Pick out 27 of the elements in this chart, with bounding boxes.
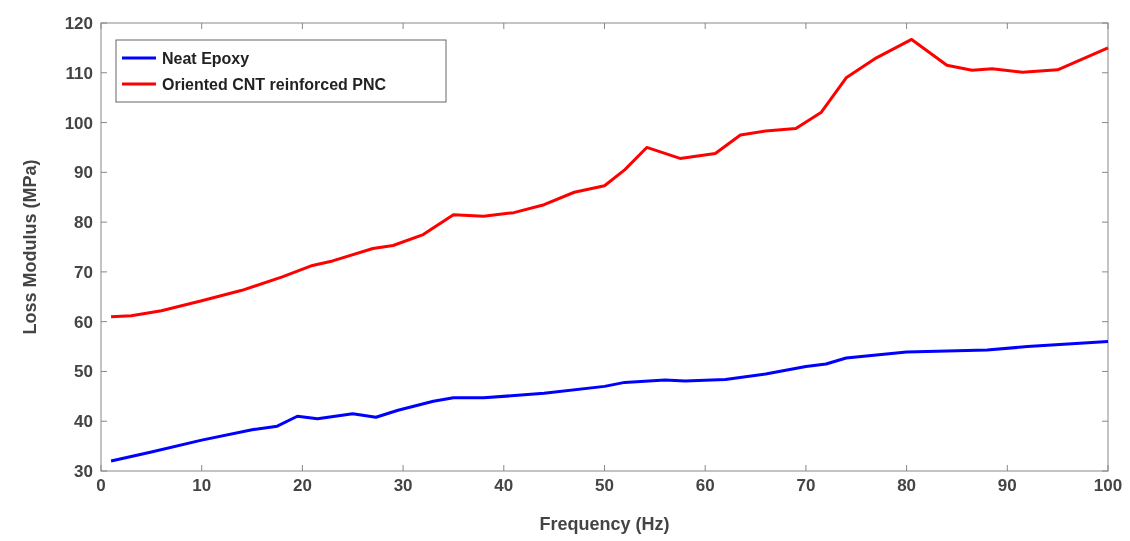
y-tick-label: 70 xyxy=(74,262,93,282)
x-tick-label: 10 xyxy=(192,476,212,495)
x-tick-label: 70 xyxy=(796,476,816,495)
y-tick-label: 30 xyxy=(74,462,93,481)
y-tick-label: 50 xyxy=(74,362,93,382)
line-series xyxy=(109,340,1110,463)
x-tick-label: 0 xyxy=(96,476,106,495)
x-axis-title: Frequency (Hz) xyxy=(539,514,670,534)
y-tick-label: 60 xyxy=(74,312,93,332)
y-tick-label: 110 xyxy=(65,63,93,83)
x-tick-label: 80 xyxy=(897,476,917,495)
y-axis-title: Loss Modulus (MPa) xyxy=(20,159,40,335)
line-series xyxy=(109,37,1110,319)
y-tick-label: 90 xyxy=(74,163,93,183)
x-tick-label: 100 xyxy=(1093,476,1123,495)
x-tick-label: 20 xyxy=(292,476,312,495)
legend-label: Neat Epoxy xyxy=(162,50,250,67)
legend-label: Oriented CNT reinforced PNC xyxy=(162,76,387,93)
x-tick-label: 30 xyxy=(393,476,413,495)
y-tick-label: 80 xyxy=(74,213,93,233)
y-tick-label: 40 xyxy=(74,412,93,432)
y-tick-label: 120 xyxy=(64,14,93,33)
x-tick-label: 40 xyxy=(494,476,514,495)
x-tick-label: 50 xyxy=(595,476,614,495)
x-tick-label: 90 xyxy=(997,476,1017,495)
y-tick-label: 100 xyxy=(64,113,93,133)
x-tick-label: 60 xyxy=(695,476,715,495)
